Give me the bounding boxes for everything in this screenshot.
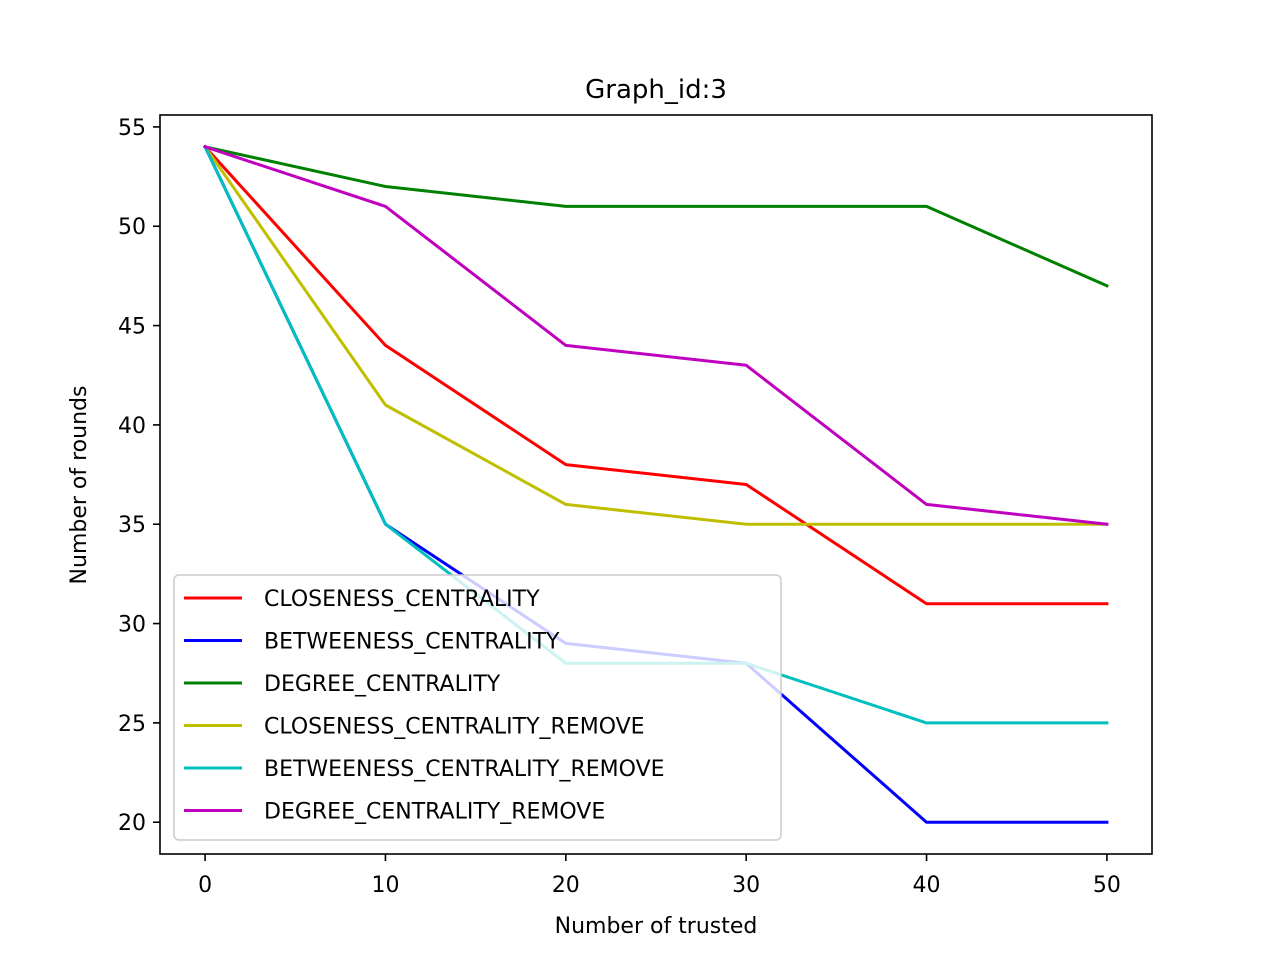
x-tick-label: 40 [913,873,941,898]
x-axis: 0 10 20 30 40 50 [198,854,1121,898]
y-axis-label: Number of rounds [67,386,92,585]
legend-entry-label: CLOSENESS_CENTRALITY_REMOVE [264,715,645,740]
legend: CLOSENESS_CENTRALITY BETWEENESS_CENTRALIT… [173,574,782,841]
series-line-closeness-centrality-remove [203,144,1109,526]
legend-entry-label: DEGREE_CENTRALITY_REMOVE [264,800,605,825]
plot-frame [159,114,1153,855]
series-line-closeness-centrality [202,144,1109,606]
x-axis-label: Number of trusted [555,914,758,939]
y-tick-label: 45 [118,315,146,340]
legend-box [173,574,782,841]
y-tick-label: 50 [118,215,146,240]
series-line-degree-centrality [203,145,1109,288]
legend-entry-label: BETWEENESS_CENTRALITY_REMOVE [264,757,665,782]
y-axis: 20 25 30 35 40 45 50 55 [118,116,160,836]
chart-title: Graph_id:3 [585,75,727,105]
legend-entry-label: CLOSENESS_CENTRALITY [264,587,540,612]
y-tick-label: 35 [118,513,146,538]
legend-entry-label: BETWEENESS_CENTRALITY [264,630,560,655]
x-tick-label: 0 [198,873,212,898]
y-tick-label: 20 [118,811,146,836]
y-tick-label: 40 [118,414,146,439]
series-line-degree-centrality-remove [203,144,1109,526]
x-tick-label: 20 [552,873,580,898]
x-tick-label: 10 [371,873,399,898]
y-tick-label: 55 [118,116,146,141]
y-tick-label: 30 [118,613,146,638]
x-tick-label: 50 [1093,873,1121,898]
y-tick-label: 25 [118,712,146,737]
x-tick-label: 30 [732,873,760,898]
legend-entry-label: DEGREE_CENTRALITY [264,672,501,697]
